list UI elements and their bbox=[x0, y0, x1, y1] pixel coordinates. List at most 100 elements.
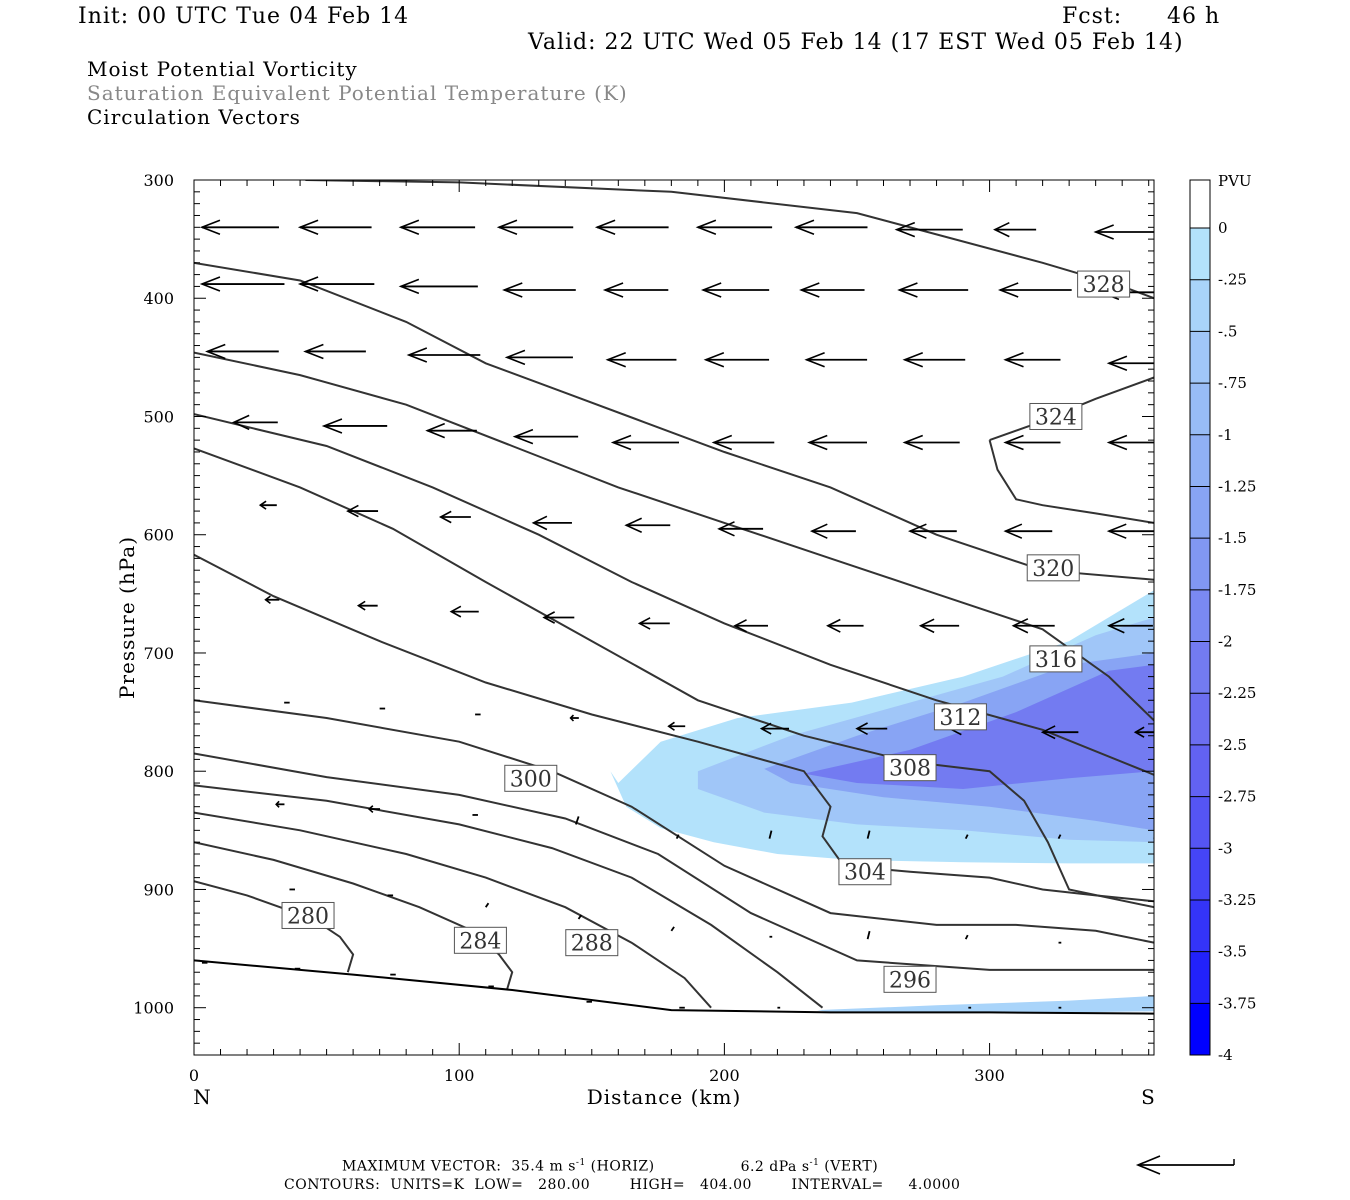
x-tick-label: 200 bbox=[709, 1066, 740, 1085]
circulation-vector bbox=[484, 902, 490, 908]
circulation-vector bbox=[531, 515, 572, 531]
circulation-vector bbox=[1040, 725, 1079, 740]
colorbar-label: -3.75 bbox=[1218, 994, 1256, 1012]
colorbar-cell bbox=[1190, 331, 1210, 384]
contour-label-text: 296 bbox=[889, 968, 931, 993]
max-horiz-label: (HORIZ) bbox=[590, 1158, 655, 1175]
colorbar-cell bbox=[1190, 1003, 1210, 1056]
circulation-vector bbox=[711, 434, 775, 451]
circulation-vector bbox=[1011, 618, 1055, 634]
contour-label: 288 bbox=[565, 929, 619, 957]
contour-label-text: 328 bbox=[1083, 273, 1125, 298]
contour-label: 320 bbox=[1026, 554, 1080, 582]
circulation-vector bbox=[695, 219, 773, 236]
colorbar-label: -.75 bbox=[1218, 374, 1247, 392]
circulation-vector bbox=[199, 276, 285, 292]
colorbar-label: -1 bbox=[1218, 426, 1233, 444]
contour-label-text: 300 bbox=[510, 767, 552, 792]
colorbar-cell bbox=[1190, 589, 1210, 642]
circulation-vector bbox=[303, 343, 366, 360]
colorbar-label: -4 bbox=[1218, 1046, 1233, 1064]
circulation-vector bbox=[993, 221, 1037, 238]
contour-line bbox=[305, 180, 1154, 300]
contour-label-text: 316 bbox=[1035, 648, 1077, 673]
contour-label-text: 304 bbox=[844, 861, 886, 886]
contour-label: 304 bbox=[838, 858, 892, 886]
circulation-vector bbox=[1003, 523, 1053, 539]
circulation-vector bbox=[667, 721, 686, 731]
circulation-vector bbox=[897, 282, 969, 298]
circulation-vector bbox=[199, 219, 279, 236]
circulation-vector bbox=[1003, 351, 1061, 368]
circulation-vector bbox=[1106, 523, 1154, 539]
circulation-vector bbox=[398, 278, 478, 295]
circulation-vector bbox=[866, 830, 871, 839]
colorbar-cell bbox=[1190, 899, 1210, 953]
circulation-vector bbox=[1106, 355, 1154, 372]
contour-label: 316 bbox=[1029, 645, 1083, 673]
circulation-vector bbox=[866, 930, 871, 940]
circulation-vector bbox=[733, 619, 768, 633]
unit-exponent-horiz: -1 bbox=[575, 1158, 586, 1168]
colorbar-cell bbox=[1190, 693, 1210, 746]
reference-vector-arrow bbox=[1135, 1155, 1235, 1175]
circulation-vector bbox=[502, 282, 576, 298]
circulation-vector bbox=[577, 914, 583, 920]
circulation-vector bbox=[1003, 434, 1061, 451]
circulation-vector bbox=[258, 500, 277, 510]
contour-label-text: 280 bbox=[287, 904, 329, 929]
circulation-vector bbox=[703, 351, 770, 368]
colorbar-label: -2.5 bbox=[1218, 736, 1247, 754]
footer-contours: CONTOURS: UNITS=K LOW= 280.00 HIGH= 404.… bbox=[284, 1177, 961, 1193]
circulation-vector bbox=[804, 351, 868, 368]
contour-line bbox=[194, 351, 1154, 722]
contour-label: 300 bbox=[504, 764, 558, 792]
circulation-vector bbox=[799, 282, 865, 298]
colorbar-cell bbox=[1190, 641, 1210, 694]
y-tick-label: 300 bbox=[143, 171, 174, 190]
y-tick-label: 900 bbox=[143, 880, 174, 899]
circulation-vector bbox=[855, 722, 888, 735]
x-tick-label: 100 bbox=[444, 1066, 475, 1085]
circulation-vector bbox=[624, 517, 671, 533]
circulation-vector bbox=[1057, 834, 1062, 840]
contour-line bbox=[194, 261, 1154, 581]
forecast-label: Fcst: bbox=[1062, 4, 1123, 29]
contour-label-text: 308 bbox=[889, 757, 931, 782]
contour-label: 308 bbox=[883, 754, 937, 782]
contour-line bbox=[194, 752, 1154, 971]
contour-label-text: 284 bbox=[459, 929, 501, 954]
contour-line bbox=[194, 699, 1154, 944]
circulation-vector bbox=[321, 418, 388, 434]
circulation-vector bbox=[675, 834, 680, 840]
circulation-vector bbox=[759, 722, 790, 735]
circulation-vector bbox=[907, 523, 957, 539]
colorbar-label: -3 bbox=[1218, 839, 1233, 857]
circulation-vector bbox=[605, 351, 677, 368]
circulation-vector bbox=[512, 428, 579, 445]
contour-label: 280 bbox=[281, 901, 335, 929]
y-tick-label: 500 bbox=[143, 407, 174, 426]
circulation-vector bbox=[793, 219, 868, 236]
colorbar-cell bbox=[1190, 279, 1210, 332]
circulation-vector bbox=[504, 349, 573, 366]
circulation-vector bbox=[231, 414, 278, 431]
colorbar-label: -1.25 bbox=[1218, 477, 1256, 495]
plot-area bbox=[194, 180, 1154, 1015]
circulation-vector bbox=[964, 834, 969, 840]
contour-label: 324 bbox=[1029, 402, 1083, 430]
contour-line bbox=[194, 841, 514, 991]
contour-label-text: 324 bbox=[1035, 405, 1077, 430]
circulation-vector bbox=[902, 351, 966, 368]
circulation-vector bbox=[610, 434, 680, 451]
circulation-vector bbox=[809, 523, 856, 539]
colorbar-cell bbox=[1190, 180, 1210, 228]
unit-exponent-vert: -1 bbox=[809, 1158, 820, 1168]
circulation-vector bbox=[594, 219, 669, 236]
max-vert-value: 6.2 dPa s bbox=[740, 1158, 810, 1175]
colorbar-title: PVU bbox=[1218, 172, 1252, 190]
circulation-vector bbox=[569, 714, 579, 722]
circulation-vector bbox=[346, 504, 379, 518]
circulation-vector bbox=[297, 276, 375, 292]
